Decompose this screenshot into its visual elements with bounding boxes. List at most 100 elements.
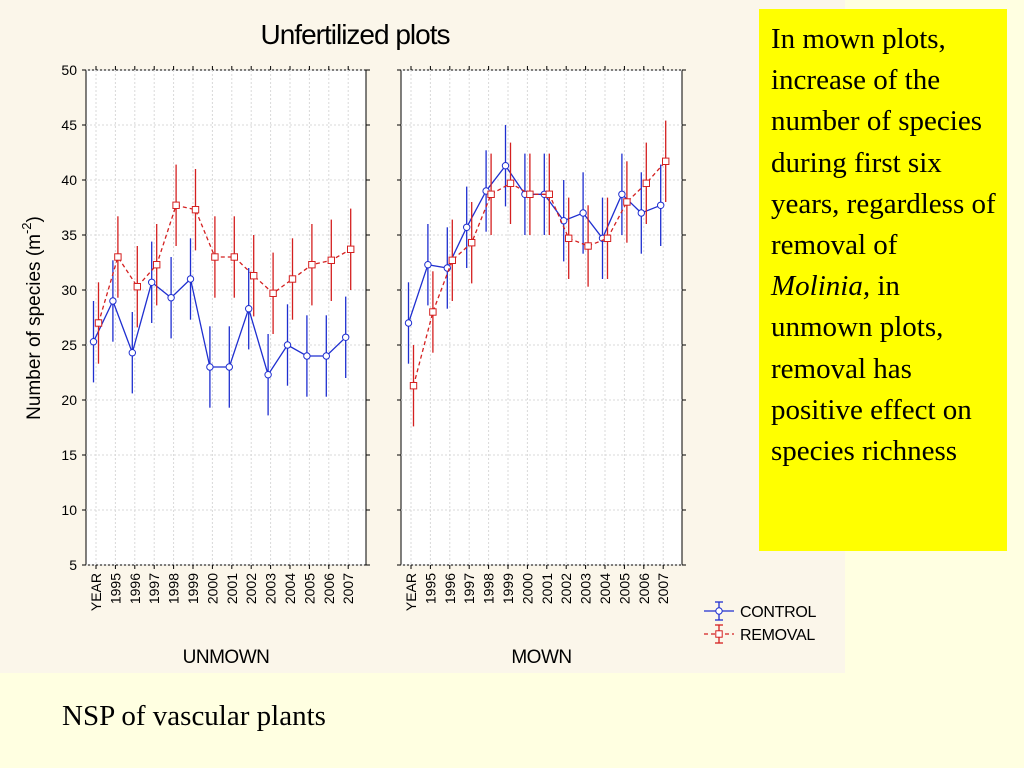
x-tick-label: 1996 <box>442 573 458 604</box>
y-tick-label: 40 <box>61 172 77 188</box>
x-tick-label: 1997 <box>146 573 162 604</box>
y-axis-label-close: ) <box>24 216 45 222</box>
removal-point <box>642 179 650 188</box>
removal-point <box>347 245 355 254</box>
annotation-text: In mown plots, increase of the number of… <box>771 23 996 262</box>
control-point <box>342 333 350 341</box>
removal-point <box>327 256 336 265</box>
legend-removal-label: REMOVAL <box>740 627 815 644</box>
control-point <box>424 261 432 269</box>
removal-point <box>153 261 161 269</box>
removal-point <box>172 201 180 210</box>
plot-frame <box>400 69 683 566</box>
removal-point <box>114 253 122 261</box>
x-tick-label: 2003 <box>578 573 594 604</box>
x-tick-label: 1998 <box>481 573 497 604</box>
removal-point <box>269 289 277 298</box>
x-tick-label: 2007 <box>655 573 671 604</box>
annotation-italic-term: Molinia, <box>771 270 871 303</box>
control-point <box>501 162 510 170</box>
y-axis-label: Number of species (m-2) <box>19 216 45 420</box>
control-point <box>148 278 156 286</box>
legend-control-label: CONTROL <box>740 604 817 621</box>
control-series-line <box>92 277 347 377</box>
removal-point <box>623 198 631 206</box>
control-point <box>579 209 587 217</box>
legend-removal-marker <box>715 630 723 638</box>
removal-point <box>191 206 200 214</box>
control-point <box>186 275 195 283</box>
removal-point <box>526 190 534 199</box>
y-tick-label: 30 <box>61 282 77 298</box>
y-tick-label: 45 <box>61 117 77 133</box>
control-point <box>89 338 98 346</box>
control-point <box>657 201 665 210</box>
removal-point <box>230 253 239 261</box>
removal-point <box>468 239 476 247</box>
removal-point <box>133 283 142 291</box>
annotation-box: In mown plots, increase of the number of… <box>759 9 1007 551</box>
control-point <box>109 297 117 305</box>
y-axis-label-superscript: -2 <box>19 222 34 234</box>
removal-series-line <box>97 204 352 324</box>
removal-point <box>94 319 103 327</box>
removal-point <box>211 253 219 261</box>
y-tick-label: 15 <box>61 447 77 463</box>
removal-point <box>506 179 515 188</box>
y-tick-label: 25 <box>61 337 77 353</box>
figure-panel: Unfertilized plots Number of species (m-… <box>19 19 817 668</box>
removal-point <box>584 242 592 250</box>
control-point <box>637 209 645 217</box>
control-point <box>463 223 471 232</box>
control-point <box>225 363 234 371</box>
removal-point <box>662 157 670 166</box>
x-tick-label: 2000 <box>204 573 220 604</box>
control-point <box>206 363 214 371</box>
y-tick-label: 5 <box>69 557 77 573</box>
x-tick-label: YEAR <box>88 573 104 611</box>
x-tick-label: 2007 <box>340 573 356 604</box>
x-tick-label: 2006 <box>636 573 652 604</box>
removal-point <box>487 190 495 199</box>
control-point <box>303 352 311 360</box>
x-tick-label: 1997 <box>461 573 477 604</box>
x-tick-label: 2004 <box>282 573 298 604</box>
y-tick-label: 20 <box>61 392 77 408</box>
x-tick-label: 1998 <box>166 573 182 604</box>
x-tick-label: 2003 <box>263 573 279 604</box>
x-tick-label: 2002 <box>243 573 259 604</box>
control-point <box>245 305 253 313</box>
removal-point <box>603 234 612 243</box>
x-tick-label: 2002 <box>558 573 574 604</box>
x-tick-label: 2005 <box>616 573 632 604</box>
x-tick-label: 2005 <box>301 573 317 604</box>
y-axis-label-text: Number of species (m <box>24 234 45 420</box>
control-point <box>167 294 175 302</box>
legend-control-marker <box>715 607 723 615</box>
panel-label: MOWN <box>511 647 571 668</box>
x-tick-label: 1999 <box>185 573 201 604</box>
svg-text:Number of species (m-2): Number of species (m-2) <box>19 216 45 420</box>
removal-point <box>429 308 437 316</box>
panel-label: UNMOWN <box>183 647 270 668</box>
x-tick-label: 2006 <box>321 573 337 604</box>
plot-frame <box>85 69 367 566</box>
removal-point <box>565 234 573 243</box>
control-point <box>443 264 451 272</box>
x-tick-label: 1996 <box>127 573 143 604</box>
y-tick-label: 10 <box>61 502 77 518</box>
removal-point <box>308 261 316 269</box>
x-tick-label: 2001 <box>539 573 555 604</box>
control-point <box>264 371 272 379</box>
x-tick-label: 1999 <box>500 573 516 604</box>
x-tick-label: YEAR <box>403 573 419 611</box>
removal-point <box>250 272 258 280</box>
x-tick-label: 2001 <box>224 573 240 604</box>
removal-point <box>409 382 418 390</box>
annotation-text-end: in unmown plots, removal has positive ef… <box>771 270 972 468</box>
removal-point <box>448 256 457 265</box>
control-point <box>404 319 413 327</box>
x-tick-label: 1995 <box>107 573 123 604</box>
control-point <box>283 341 292 349</box>
chart: Unfertilized plots Number of species (m-… <box>19 19 817 668</box>
